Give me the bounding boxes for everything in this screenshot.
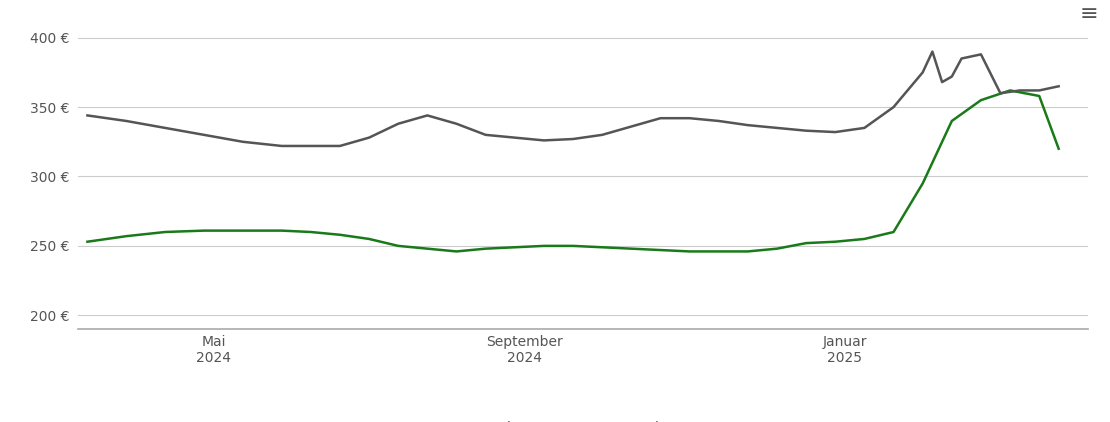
Text: ≡: ≡ bbox=[1079, 4, 1098, 24]
Legend: lose Ware, Sackware: lose Ware, Sackware bbox=[463, 416, 703, 422]
